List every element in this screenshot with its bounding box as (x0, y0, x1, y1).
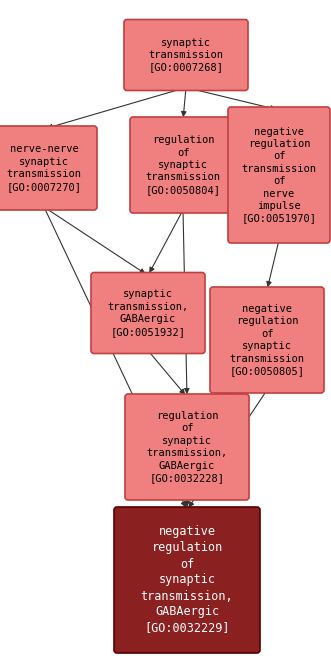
Text: negative
regulation
of
synaptic
transmission,
GABAergic
[GO:0032229]: negative regulation of synaptic transmis… (141, 525, 233, 635)
Text: nerve-nerve
synaptic
transmission
[GO:0007270]: nerve-nerve synaptic transmission [GO:00… (7, 144, 81, 192)
FancyBboxPatch shape (114, 507, 260, 653)
Text: negative
regulation
of
transmission
of
nerve
impulse
[GO:0051970]: negative regulation of transmission of n… (242, 127, 316, 223)
FancyBboxPatch shape (228, 107, 330, 243)
FancyBboxPatch shape (130, 117, 236, 213)
FancyBboxPatch shape (91, 272, 205, 353)
FancyBboxPatch shape (124, 19, 248, 90)
FancyBboxPatch shape (0, 126, 97, 210)
Text: synaptic
transmission,
GABAergic
[GO:0051932]: synaptic transmission, GABAergic [GO:005… (107, 290, 189, 337)
FancyBboxPatch shape (210, 287, 324, 393)
FancyBboxPatch shape (125, 394, 249, 500)
Text: regulation
of
synaptic
transmission,
GABAergic
[GO:0032228]: regulation of synaptic transmission, GAB… (146, 411, 228, 483)
Text: negative
regulation
of
synaptic
transmission
[GO:0050805]: negative regulation of synaptic transmis… (229, 304, 305, 376)
Text: regulation
of
synaptic
transmission
[GO:0050804]: regulation of synaptic transmission [GO:… (146, 135, 220, 195)
Text: synaptic
transmission
[GO:0007268]: synaptic transmission [GO:0007268] (149, 38, 223, 72)
